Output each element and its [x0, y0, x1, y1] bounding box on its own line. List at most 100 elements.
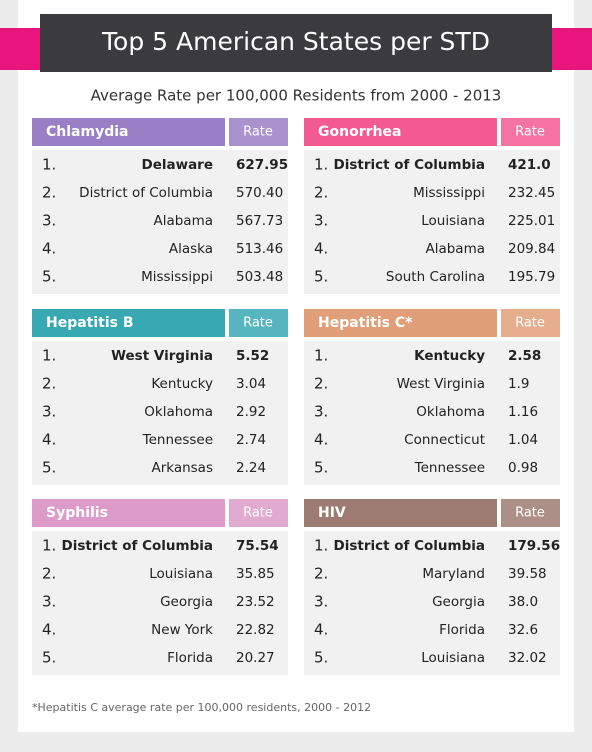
rate: 3.04	[236, 376, 266, 392]
rank: 2.	[42, 375, 56, 393]
rate-header-cell	[501, 118, 560, 146]
rate: 567.73	[236, 213, 283, 229]
rate: 1.04	[508, 432, 538, 448]
rate: 23.52	[236, 594, 275, 610]
rank: 2.	[314, 184, 328, 202]
table-body	[32, 531, 288, 675]
state: Alabama	[425, 241, 485, 257]
rate-header: Rate	[243, 316, 273, 331]
rank: 1.	[314, 347, 328, 365]
rate: 1.16	[508, 404, 538, 420]
rate: 35.85	[236, 566, 275, 582]
state: Oklahoma	[144, 404, 213, 420]
state: West Virginia	[397, 376, 485, 392]
state: Georgia	[160, 594, 213, 610]
table-body	[32, 150, 288, 294]
table-body	[304, 341, 560, 485]
rate-header-cell	[229, 118, 288, 146]
rank: 5.	[42, 268, 56, 286]
rate: 5.52	[236, 348, 269, 364]
rank: 5.	[314, 459, 328, 477]
rank: 2.	[42, 184, 56, 202]
rank: 3.	[42, 212, 56, 230]
table-body	[32, 341, 288, 485]
rate-header-cell	[229, 499, 288, 527]
rank: 4.	[314, 621, 328, 639]
rate: 209.84	[508, 241, 555, 257]
rank: 3.	[314, 593, 328, 611]
state: District of Columbia	[62, 538, 214, 554]
rank: 1.	[42, 156, 56, 174]
rate: 195.79	[508, 269, 555, 285]
state: Alaska	[169, 241, 213, 257]
rate: 503.48	[236, 269, 283, 285]
state: Florida	[439, 622, 485, 638]
table-body	[304, 150, 560, 294]
state: Georgia	[432, 594, 485, 610]
rate-header: Rate	[515, 316, 545, 331]
table-name: Chlamydia	[46, 124, 128, 140]
state: Delaware	[142, 157, 214, 173]
state: New York	[151, 622, 213, 638]
rate: 421.0	[508, 157, 551, 173]
state: Alabama	[153, 213, 213, 229]
rank: 4.	[42, 240, 56, 258]
rank: 1.	[314, 537, 328, 555]
rate: 232.45	[508, 185, 555, 201]
title: Top 5 American States per STD	[101, 27, 490, 56]
rate: 22.82	[236, 622, 275, 638]
state: District of Columbia	[334, 157, 486, 173]
rate: 20.27	[236, 650, 275, 666]
state: Mississippi	[141, 269, 213, 285]
subtitle: Average Rate per 100,000 Residents from …	[91, 87, 502, 105]
rate: 2.92	[236, 404, 266, 420]
state: Arkansas	[151, 460, 213, 476]
rate-header: Rate	[243, 125, 273, 140]
rank: 1.	[42, 537, 56, 555]
rank: 5.	[314, 268, 328, 286]
header-cell	[304, 309, 497, 337]
table-body	[304, 531, 560, 675]
footnote: *Hepatitis C average rate per 100,000 re…	[32, 701, 371, 714]
state: Tennessee	[142, 432, 213, 448]
rate: 2.74	[236, 432, 266, 448]
state: District of Columbia	[334, 538, 486, 554]
rank: 2.	[42, 565, 56, 583]
state: Louisiana	[149, 566, 213, 582]
rate: 225.01	[508, 213, 555, 229]
table-name: Hepatitis B	[46, 315, 134, 331]
rank: 4.	[42, 431, 56, 449]
rate: 179.56	[508, 538, 560, 554]
rate: 32.6	[508, 622, 538, 638]
rate-header-cell	[501, 499, 560, 527]
rank: 4.	[314, 431, 328, 449]
rate-header: Rate	[515, 125, 545, 140]
title-box	[40, 14, 552, 72]
rank: 1.	[42, 347, 56, 365]
state: Kentucky	[414, 348, 485, 364]
state: District of Columbia	[79, 185, 213, 201]
rank: 4.	[42, 621, 56, 639]
rate: 2.58	[508, 348, 541, 364]
rank: 5.	[42, 649, 56, 667]
state: West Virginia	[111, 348, 213, 364]
rate: 38.0	[508, 594, 538, 610]
rate: 2.24	[236, 460, 266, 476]
rank: 1.	[314, 156, 328, 174]
header-cell	[304, 499, 497, 527]
rate: 0.98	[508, 460, 538, 476]
rate-header: Rate	[243, 506, 273, 521]
rate: 39.58	[508, 566, 547, 582]
header-cell	[32, 118, 225, 146]
table-name: Hepatitis C*	[318, 315, 413, 331]
state: Mississippi	[413, 185, 485, 201]
rank: 2.	[314, 375, 328, 393]
table-name: HIV	[318, 505, 346, 521]
table-name: Gonorrhea	[318, 124, 401, 140]
state: Tennessee	[414, 460, 485, 476]
rate-header-cell	[229, 309, 288, 337]
table-name: Syphilis	[46, 505, 108, 521]
rate: 570.40	[236, 185, 283, 201]
state: Florida	[167, 650, 213, 666]
